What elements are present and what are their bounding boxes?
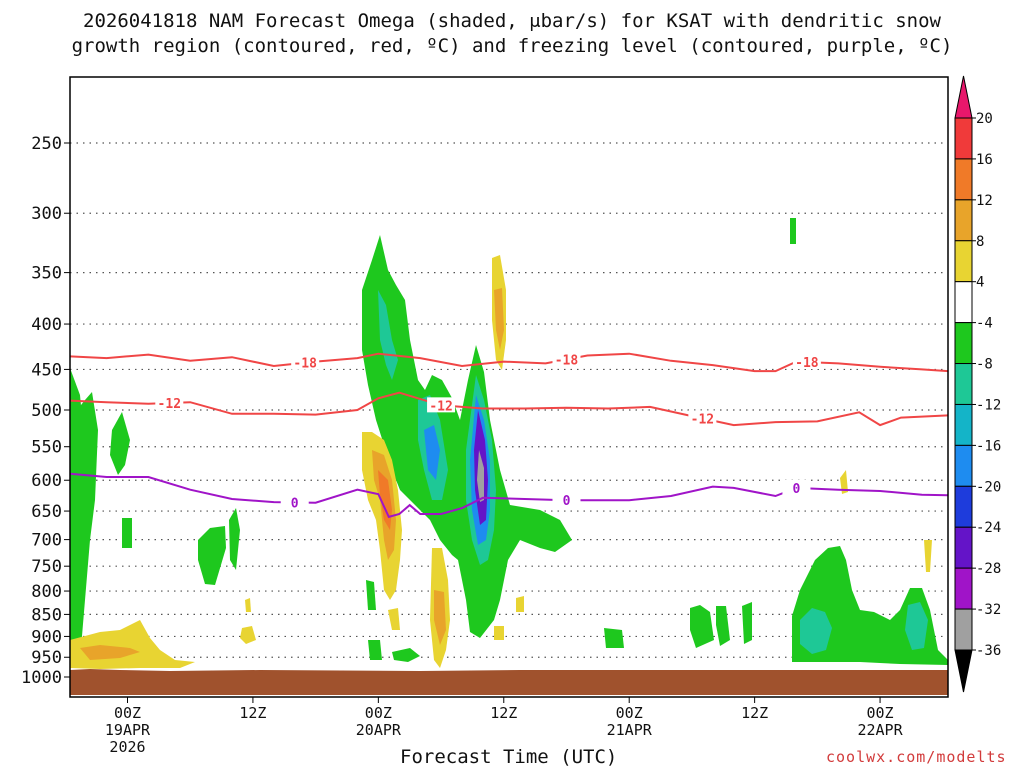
y-tick-label: 1000 — [21, 668, 62, 688]
x-tick-label: 12Z — [239, 704, 266, 722]
contour-label: 0 — [563, 494, 571, 509]
y-tick-label: 350 — [31, 264, 62, 284]
contour-label-bg — [688, 410, 717, 426]
x-tick-label: 00Z — [114, 704, 141, 722]
colorbar-label: 20 — [976, 111, 993, 127]
colorbar-swatch — [954, 363, 973, 405]
y-tick-label: 550 — [31, 438, 62, 458]
contour-label-bg — [782, 479, 811, 495]
colorbar-swatch — [954, 240, 973, 283]
colorbar-label: -12 — [976, 397, 1001, 413]
contour-label-bg — [427, 397, 456, 413]
contour-label: -18 — [795, 356, 819, 371]
x-tick-label: 12Z — [490, 704, 517, 722]
colorbar-top-arrow — [954, 75, 973, 119]
colorbar-label: -36 — [976, 643, 1001, 659]
colorbar-swatch — [954, 158, 973, 201]
colorbar-label: 8 — [976, 234, 984, 250]
x-tick-label: 22APR — [857, 721, 903, 739]
colorbar-label: -24 — [976, 520, 1001, 536]
contour-label-bg — [552, 351, 581, 367]
contour-layer — [70, 352, 948, 519]
y-tick-label: 450 — [31, 360, 62, 380]
y-tick-label: 500 — [31, 401, 62, 421]
colorbar-bottom-arrow — [954, 649, 973, 693]
omega-area-bottomleft — [70, 620, 195, 669]
contour-label: -18 — [293, 357, 317, 372]
x-tick-label: 21APR — [607, 721, 653, 739]
x-tick-label: 2026 — [109, 738, 145, 756]
y-tick-label: 950 — [31, 648, 62, 668]
y-tick-label: 600 — [31, 471, 62, 491]
contour-label-layer: -18 -18 -18 -12 -12 -12 0 0 0 — [155, 351, 821, 511]
contour-line — [70, 391, 948, 427]
y-axis-ticks: 2503003504004505005506006507007508008509… — [21, 134, 70, 688]
colorbar: 20 16 12 8 4 -4 -8 -12 -16 -20 -24 -28 -32 -36 — [954, 75, 1001, 693]
ground-terrain — [70, 669, 948, 695]
colorbar-label: 12 — [976, 193, 993, 209]
x-tick-label: 00Z — [365, 704, 392, 722]
colorbar-swatch — [954, 526, 973, 569]
colorbar-swatch — [954, 567, 973, 610]
x-tick-label: 00Z — [867, 704, 894, 722]
contour-label-bg — [792, 354, 821, 370]
colorbar-label: -32 — [976, 602, 1001, 618]
y-tick-label: 850 — [31, 605, 62, 625]
y-tick-label: 300 — [31, 204, 62, 224]
colorbar-swatch — [954, 281, 973, 324]
colorbar-swatch — [954, 444, 973, 487]
contour-label: 0 — [291, 496, 299, 511]
colorbar-swatch — [954, 117, 973, 160]
y-tick-label: 750 — [31, 557, 62, 577]
omega-area-central — [362, 235, 572, 638]
colorbar-swatch — [954, 403, 973, 446]
x-tick-label: 20APR — [356, 721, 402, 739]
contour-label: -12 — [691, 412, 714, 427]
y-tick-label: 650 — [31, 502, 62, 522]
x-axis-label: Forecast Time (UTC) — [400, 746, 618, 768]
colorbar-swatch — [954, 322, 973, 365]
y-tick-label: 400 — [31, 315, 62, 335]
contour-label: -12 — [429, 399, 452, 414]
colorbar-swatch — [954, 199, 973, 242]
y-tick-label: 250 — [31, 134, 62, 154]
colorbar-swatch — [954, 608, 973, 651]
contour-label-bg — [552, 492, 581, 508]
x-tick-label: 12Z — [741, 704, 768, 722]
chart-title-line2: growth region (contoured, red, ºC) and f… — [71, 35, 953, 57]
colorbar-swatch — [954, 485, 973, 528]
contour-label: -18 — [555, 353, 579, 368]
x-tick-label: 19APR — [105, 721, 151, 739]
y-tick-label: 700 — [31, 531, 62, 551]
y-tick-label: 900 — [31, 627, 62, 647]
colorbar-label: -8 — [976, 357, 993, 373]
x-tick-label: 00Z — [616, 704, 643, 722]
contour-label: -12 — [158, 397, 181, 412]
plot-frame — [69, 76, 949, 698]
colorbar-label: -20 — [976, 479, 1001, 495]
colorbar-label: -16 — [976, 438, 1001, 454]
contour-label: 0 — [793, 482, 801, 497]
colorbar-label: -28 — [976, 561, 1001, 577]
colorbar-label: 16 — [976, 152, 993, 168]
colorbar-label: -4 — [976, 316, 993, 332]
omega-shading — [70, 218, 948, 695]
credit-link[interactable]: coolwx.com/modelts — [826, 748, 1007, 766]
chart-title-line1: 2026041818 NAM Forecast Omega (shaded, μ… — [83, 10, 941, 32]
contour-label-bg — [280, 494, 309, 510]
y-tick-label: 800 — [31, 582, 62, 602]
contour-label-bg — [155, 395, 184, 411]
colorbar-label: 4 — [976, 275, 984, 291]
contour-label-bg — [291, 354, 320, 370]
